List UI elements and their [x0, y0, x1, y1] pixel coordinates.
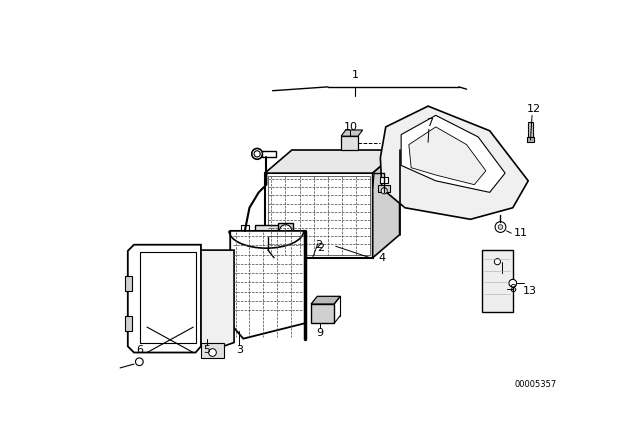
Text: 7: 7 — [426, 118, 433, 128]
Bar — [125, 315, 132, 331]
Text: 00005357: 00005357 — [515, 380, 557, 389]
Bar — [265, 173, 372, 258]
Bar — [380, 177, 388, 183]
Circle shape — [495, 222, 506, 233]
Text: 4: 4 — [378, 253, 385, 263]
Bar — [341, 136, 358, 150]
Polygon shape — [128, 245, 201, 353]
Circle shape — [280, 225, 292, 237]
Polygon shape — [140, 252, 196, 343]
Bar — [241, 225, 249, 231]
Bar — [125, 276, 132, 291]
Text: 13: 13 — [523, 286, 537, 296]
Polygon shape — [380, 106, 528, 220]
Circle shape — [498, 225, 503, 229]
Circle shape — [136, 358, 143, 366]
Polygon shape — [230, 231, 305, 339]
Polygon shape — [372, 150, 399, 258]
Text: 1: 1 — [351, 70, 358, 80]
Polygon shape — [482, 250, 513, 312]
Polygon shape — [201, 343, 224, 358]
Text: 5: 5 — [204, 345, 211, 355]
Text: 12: 12 — [527, 104, 541, 114]
Text: 2: 2 — [317, 243, 324, 253]
Text: 9: 9 — [317, 327, 324, 337]
Text: 10: 10 — [344, 122, 358, 132]
Bar — [262, 151, 276, 157]
Text: 2: 2 — [315, 240, 323, 250]
Polygon shape — [196, 250, 234, 350]
Polygon shape — [265, 150, 399, 173]
Circle shape — [209, 349, 216, 356]
Circle shape — [381, 188, 387, 194]
Polygon shape — [401, 116, 505, 192]
Bar — [255, 225, 282, 237]
Bar — [527, 137, 534, 142]
Bar — [278, 223, 293, 238]
Circle shape — [509, 280, 516, 287]
Circle shape — [254, 151, 260, 157]
Circle shape — [252, 148, 262, 159]
Circle shape — [494, 258, 500, 265]
Bar — [268, 176, 369, 255]
Polygon shape — [341, 130, 363, 136]
Polygon shape — [311, 296, 340, 304]
Text: 11: 11 — [513, 228, 527, 238]
Text: 8: 8 — [509, 284, 516, 293]
Bar — [528, 121, 533, 137]
Polygon shape — [409, 127, 486, 185]
Text: 3: 3 — [236, 345, 243, 355]
Text: 6: 6 — [136, 345, 143, 355]
Bar — [311, 304, 334, 323]
Bar — [378, 185, 390, 192]
